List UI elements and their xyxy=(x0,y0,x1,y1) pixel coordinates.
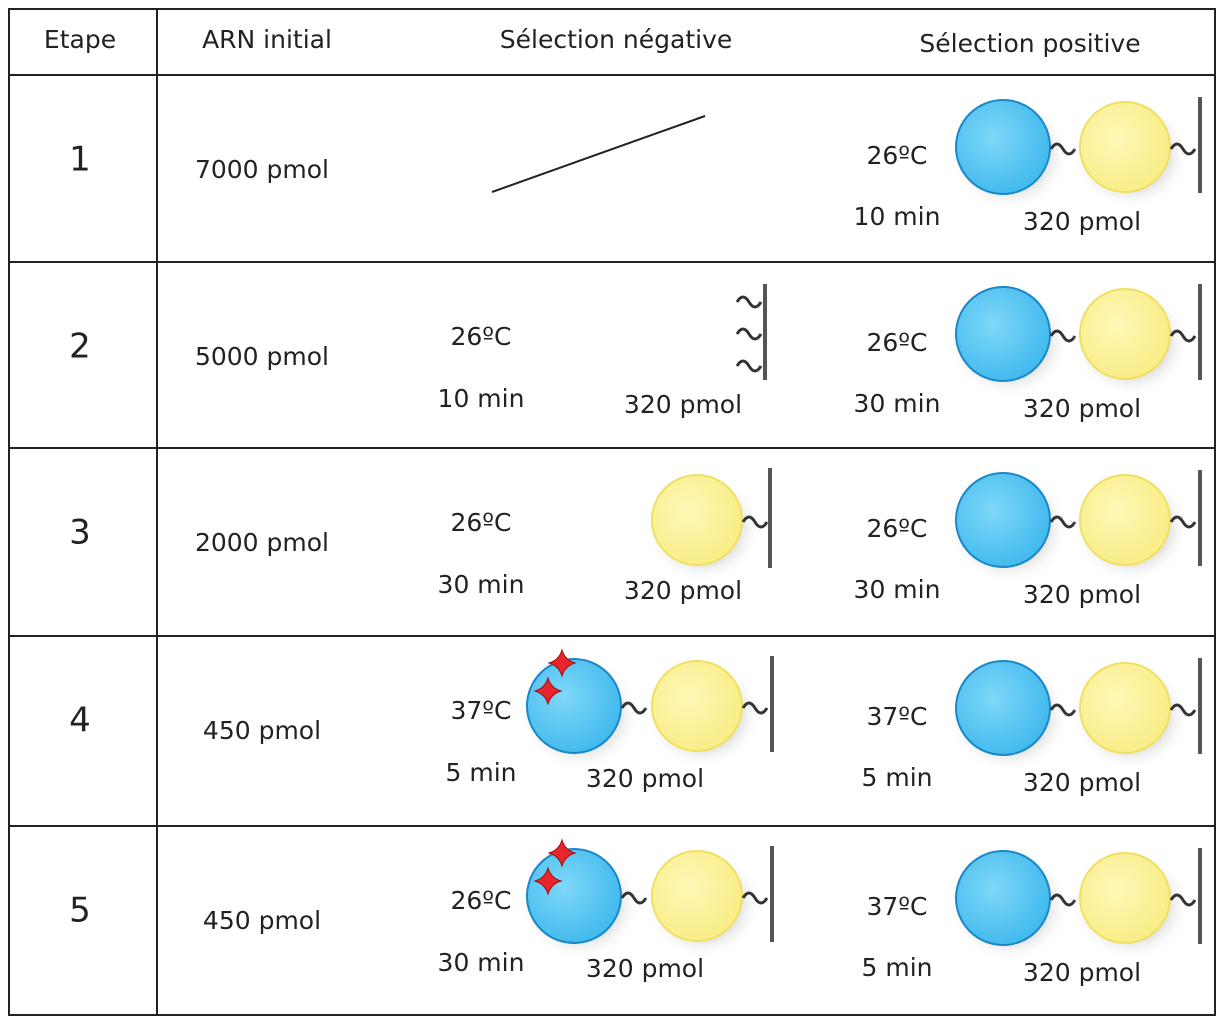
cell-text: 320 pmol xyxy=(1023,580,1141,609)
yellow-bead xyxy=(1079,474,1171,566)
linker xyxy=(1049,703,1077,717)
star xyxy=(547,648,577,678)
yellow-bead xyxy=(1079,852,1171,944)
linker xyxy=(1049,893,1077,907)
cell-text: 3 xyxy=(69,513,91,553)
cell-text: 26ºC xyxy=(450,322,511,351)
table-border xyxy=(8,8,1216,1016)
cell-text: 37ºC xyxy=(866,702,927,731)
linker xyxy=(741,701,769,715)
linker xyxy=(741,891,769,905)
cell-text: 2000 pmol xyxy=(195,528,329,557)
tube xyxy=(491,115,706,193)
cell-text: 4 xyxy=(69,701,91,741)
cell-text: 320 pmol xyxy=(1023,207,1141,236)
linker xyxy=(1169,329,1197,343)
yellow-bead xyxy=(651,660,743,752)
blue-bead xyxy=(955,286,1051,382)
cell-text: 5 min xyxy=(862,763,933,792)
yellow-bead xyxy=(651,850,743,942)
star xyxy=(533,676,563,706)
cell-text: 320 pmol xyxy=(586,954,704,983)
cell-text: 26ºC xyxy=(866,328,927,357)
cell-text: 26ºC xyxy=(450,508,511,537)
row-dividers xyxy=(9,74,1215,827)
blue-bead xyxy=(955,850,1051,946)
linker xyxy=(735,295,763,309)
linker xyxy=(1169,703,1197,717)
linker xyxy=(1169,893,1197,907)
cell-text: Sélection positive xyxy=(919,29,1140,58)
cell-text: 37ºC xyxy=(450,696,511,725)
cell-text: 5000 pmol xyxy=(195,342,329,371)
blue-bead xyxy=(955,472,1051,568)
linker xyxy=(741,515,769,529)
table-content: Etape ARN initial Sélection négative Sélect… xyxy=(44,25,1202,987)
cell-text: ARN initial xyxy=(202,25,332,54)
cell-text: 1 xyxy=(69,140,91,180)
cell-text: 30 min xyxy=(438,570,525,599)
linker xyxy=(620,891,648,905)
cell-text: 5 min xyxy=(446,758,517,787)
blue-bead xyxy=(955,660,1051,756)
cell-text: 7000 pmol xyxy=(195,155,329,184)
cell-text: 26ºC xyxy=(450,886,511,915)
blue-bead xyxy=(526,848,622,944)
blue-bead xyxy=(955,99,1051,195)
cell-text: Sélection négative xyxy=(500,25,733,54)
cell-text: 30 min xyxy=(854,389,941,418)
linker xyxy=(735,327,763,341)
cell-text: 450 pmol xyxy=(203,716,321,745)
cell-text: 30 min xyxy=(438,948,525,977)
linker xyxy=(1049,515,1077,529)
linker xyxy=(1169,515,1197,529)
cell-text: 26ºC xyxy=(866,141,927,170)
yellow-bead xyxy=(1079,288,1171,380)
blue-bead xyxy=(526,658,622,754)
cell-text: 5 xyxy=(69,891,91,931)
linker xyxy=(1049,329,1077,343)
linker xyxy=(735,359,763,373)
cell-text: 10 min xyxy=(854,202,941,231)
cell-text: 320 pmol xyxy=(624,390,742,419)
yellow-bead xyxy=(1079,101,1171,193)
cell-text: 30 min xyxy=(854,575,941,604)
yellow-bead xyxy=(1079,662,1171,754)
cell-text: 450 pmol xyxy=(203,906,321,935)
cell-text: 5 min xyxy=(862,953,933,982)
star xyxy=(547,838,577,868)
cell-text: 320 pmol xyxy=(1023,768,1141,797)
cell-text: Etape xyxy=(44,25,116,54)
linker xyxy=(1169,142,1197,156)
cell-text: 320 pmol xyxy=(1023,958,1141,987)
cell-text: 26ºC xyxy=(866,514,927,543)
linker xyxy=(620,701,648,715)
cell-text: 37ºC xyxy=(866,892,927,921)
cell-text: 320 pmol xyxy=(586,764,704,793)
star xyxy=(533,866,563,896)
linker xyxy=(1049,142,1077,156)
yellow-bead xyxy=(651,474,743,566)
cell-text: 2 xyxy=(69,327,91,367)
cell-text: 320 pmol xyxy=(1023,394,1141,423)
cell-text: 320 pmol xyxy=(624,576,742,605)
cell-text: 10 min xyxy=(438,384,525,413)
